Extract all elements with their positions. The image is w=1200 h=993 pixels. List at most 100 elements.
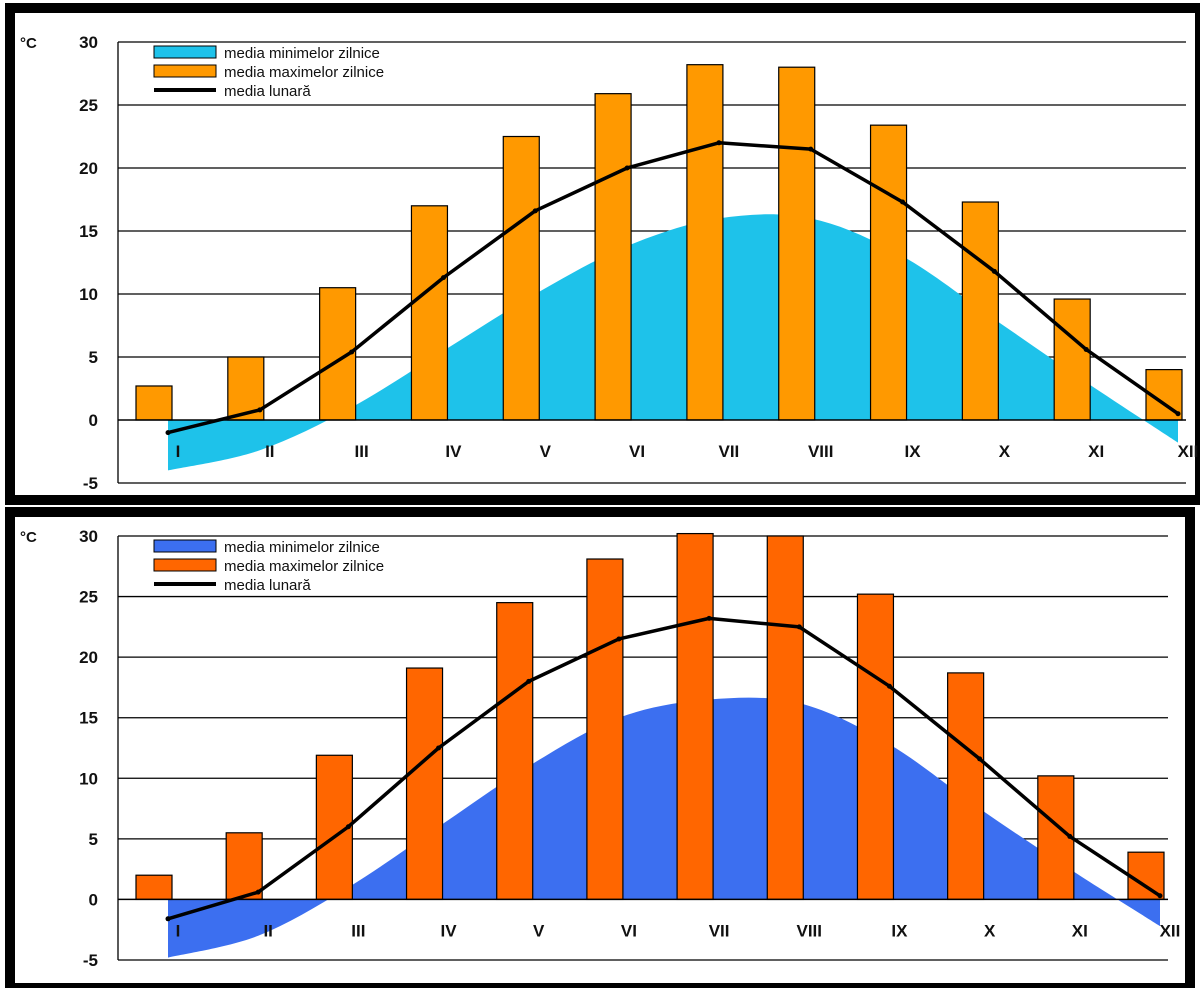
x-tick-label: V — [533, 921, 545, 940]
y-tick-label: 25 — [79, 96, 98, 115]
x-tick-label: VI — [629, 442, 645, 461]
x-tick-label: VII — [719, 442, 740, 461]
y-tick-label: 20 — [79, 648, 98, 667]
mean-temp-point — [349, 349, 355, 355]
mean-temp-point — [165, 916, 171, 922]
mean-temp-point — [257, 407, 263, 413]
max-temp-bar — [502, 135, 540, 421]
y-tick-label: 10 — [79, 769, 98, 788]
legend-swatch — [153, 558, 217, 572]
mean-temp-point — [532, 208, 538, 214]
x-tick-label: XI — [1072, 921, 1088, 940]
y-tick-label: 15 — [79, 709, 98, 728]
max-temp-bar — [947, 672, 985, 901]
legend: media minimelor zilnice media maximelor z… — [153, 45, 384, 100]
mean-temp-point — [526, 678, 532, 684]
legend-swatch — [153, 45, 217, 59]
max-temp-bar — [405, 667, 444, 901]
max-temp-bar — [496, 602, 534, 901]
x-tick-label: V — [540, 442, 552, 461]
max-temp-bar — [135, 874, 173, 901]
max-temp-bar — [410, 205, 449, 421]
mean-temp-point — [991, 268, 997, 274]
x-tick-label: XII — [1160, 921, 1181, 940]
x-tick-label: X — [984, 921, 996, 940]
y-tick-label: 10 — [79, 285, 98, 304]
max-temp-bar — [766, 535, 804, 901]
x-tick-label: I — [176, 921, 181, 940]
x-tick-label: XII — [1178, 442, 1199, 461]
max-temp-bar — [961, 201, 999, 421]
mean-temp-point — [886, 683, 892, 689]
legend-swatch — [153, 539, 217, 553]
x-tick-label: II — [265, 442, 274, 461]
y-tick-label: -5 — [83, 951, 98, 970]
y-tick-label: 0 — [89, 411, 98, 430]
max-temp-bar — [869, 124, 908, 421]
legend-label: media maximelor zilnice — [224, 64, 384, 81]
mean-temp-line — [167, 141, 1180, 435]
mean-temp-point — [900, 199, 906, 205]
legend-label: media lunară — [224, 83, 311, 100]
mean-temp-point — [796, 624, 802, 630]
x-tick-label: IV — [445, 442, 462, 461]
x-tick-label: IX — [905, 442, 922, 461]
mean-temp-point — [1175, 411, 1181, 417]
x-tick-label: III — [355, 442, 369, 461]
max-temp-bar — [586, 558, 624, 901]
legend: media minimelor zilnice media maximelor z… — [153, 539, 384, 594]
legend-label: media maximelor zilnice — [224, 558, 384, 575]
mean-temp-point — [345, 824, 351, 830]
x-tick-label: IV — [441, 921, 458, 940]
legend-label: media minimelor zilnice — [224, 539, 380, 556]
y-tick-label: 25 — [79, 588, 98, 607]
max-temp-bar — [676, 532, 714, 901]
max-temp-bar — [1053, 298, 1091, 421]
max-temp-bar — [1127, 851, 1165, 901]
max-temp-bars — [135, 64, 1183, 421]
y-tick-label: 5 — [89, 830, 98, 849]
max-temp-bar — [856, 593, 895, 901]
mean-temp-point — [1083, 346, 1089, 352]
y-tick-label: 0 — [89, 890, 98, 909]
mean-temp-point — [165, 430, 171, 436]
y-tick-label: 15 — [79, 222, 98, 241]
max-temp-bar — [225, 832, 263, 901]
y-tick-label: 5 — [89, 348, 98, 367]
y-tick-label: 30 — [79, 527, 98, 546]
mean-temp-point — [624, 165, 630, 171]
x-tick-label: IX — [891, 921, 908, 940]
mean-temp-point — [977, 756, 983, 762]
x-tick-label: VII — [709, 921, 730, 940]
max-temp-bar — [778, 66, 816, 421]
x-tick-label: VIII — [797, 921, 823, 940]
legend-label: media minimelor zilnice — [224, 45, 380, 62]
mean-temp-point — [255, 889, 261, 895]
legend-swatch — [153, 64, 217, 78]
mean-temp-point — [706, 615, 712, 621]
legend-label: media lunară — [224, 577, 311, 594]
mean-temp-point — [616, 636, 622, 642]
max-temp-bar — [135, 385, 173, 421]
x-tick-label: XI — [1088, 442, 1104, 461]
x-tick-label: I — [176, 442, 181, 461]
mean-temp-point — [808, 146, 814, 152]
max-temp-bar — [594, 93, 632, 421]
y-tick-label: 30 — [79, 33, 98, 52]
x-tick-label: II — [263, 921, 272, 940]
x-tick-label: III — [351, 921, 365, 940]
max-temp-bar — [686, 64, 724, 421]
y-unit-label: °C — [20, 529, 37, 546]
mean-temp-point — [1157, 893, 1163, 899]
x-tick-label: X — [999, 442, 1011, 461]
mean-temp-point — [436, 745, 442, 751]
y-tick-label: -5 — [83, 474, 98, 493]
mean-temp-point — [440, 275, 446, 281]
y-unit-label: °C — [20, 35, 37, 52]
mean-temp-line — [167, 616, 1161, 921]
mean-temp-point — [716, 140, 722, 146]
